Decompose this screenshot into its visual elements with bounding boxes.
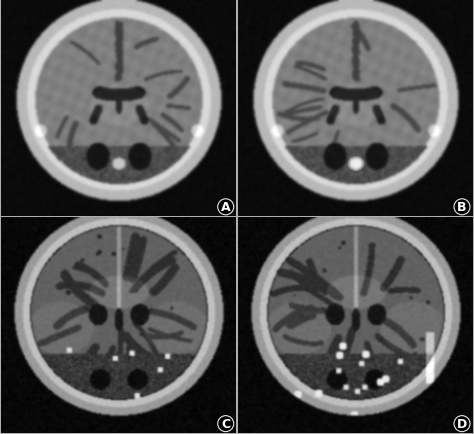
Text: B: B bbox=[457, 201, 467, 214]
Text: C: C bbox=[221, 417, 230, 430]
Text: A: A bbox=[221, 201, 230, 214]
Text: D: D bbox=[457, 417, 467, 430]
